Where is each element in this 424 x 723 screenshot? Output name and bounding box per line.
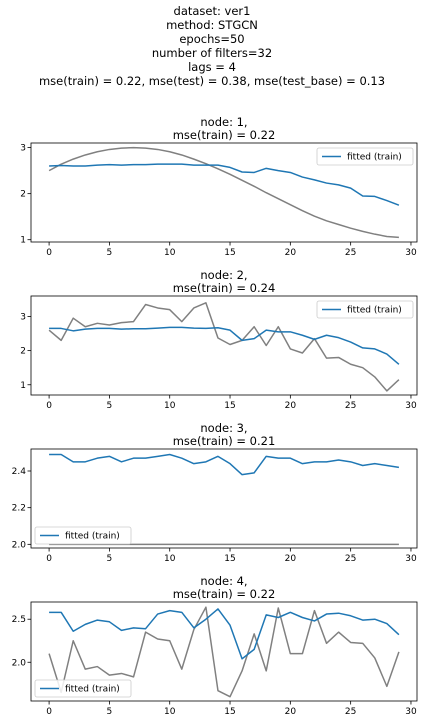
- subplot-title-mse: mse(train) = 0.22: [173, 128, 276, 142]
- y-tick-label: 1: [20, 381, 26, 391]
- x-tick-label: 20: [285, 554, 297, 564]
- x-tick-label: 5: [107, 707, 113, 717]
- y-tick-label: 2.0: [12, 658, 27, 668]
- legend: fitted (train): [34, 679, 132, 698]
- x-tick-label: 15: [224, 707, 235, 717]
- x-tick-label: 5: [107, 554, 113, 564]
- x-tick-label: 10: [164, 554, 176, 564]
- x-tick-label: 25: [345, 554, 356, 564]
- subplot-title-node: node: 1,: [200, 115, 247, 129]
- subplot-title-mse: mse(train) = 0.24: [173, 281, 276, 295]
- y-tick-label: 2.2: [12, 504, 26, 514]
- legend: fitted (train): [34, 526, 132, 545]
- x-tick-label: 30: [405, 248, 417, 258]
- subplot-title-node: node: 2,: [200, 268, 247, 282]
- y-tick-label: 1: [20, 236, 26, 246]
- axes-frame: [30, 601, 418, 702]
- actual-line: [48, 606, 400, 698]
- y-tick-label: 2.5: [12, 615, 26, 625]
- x-tick-label: 20: [285, 248, 297, 258]
- x-tick-label: 0: [46, 707, 52, 717]
- x-tick-label: 25: [345, 248, 356, 258]
- x-tick-label: 20: [285, 401, 297, 411]
- figure-header: dataset: ver1 method: STGCN epochs=50 nu…: [0, 4, 424, 88]
- axes-frame: [30, 448, 418, 549]
- subplot-title-mse: mse(train) = 0.21: [173, 434, 276, 448]
- x-tick-label: 30: [405, 707, 417, 717]
- fitted-train-line: [49, 453, 400, 476]
- x-tick-label: 0: [46, 248, 52, 258]
- x-tick-label: 10: [164, 401, 176, 411]
- subplot-title-node: node: 4,: [200, 574, 247, 588]
- y-tick-label: 3: [20, 144, 26, 154]
- actual-line: [48, 302, 400, 392]
- y-tick-label: 2: [20, 347, 26, 357]
- y-tick-label: 2: [20, 190, 26, 200]
- subplot-node-2: node: 2,mse(train) = 0.24 0 5 10 15 20 25 30 1 2 3…: [20, 268, 418, 411]
- x-tick-label: 15: [224, 554, 235, 564]
- legend-label-fitted: fitted (train): [65, 685, 120, 695]
- x-tick-label: 30: [405, 401, 417, 411]
- axes-frame: [30, 295, 418, 396]
- legend-box: [316, 147, 414, 166]
- lags-label: lags = 4: [188, 60, 236, 74]
- y-tick-label: 2.4: [12, 467, 27, 477]
- dataset-label: dataset: ver1: [173, 4, 251, 18]
- legend-box: [34, 526, 132, 545]
- legend: fitted (train): [316, 300, 414, 319]
- fitted-train-line: [49, 326, 400, 365]
- x-tick-label: 10: [164, 248, 176, 258]
- x-tick-label: 25: [345, 401, 356, 411]
- subplot-node-4: node: 4,mse(train) = 0.22 0 5 10 15 20 25 30 2.0…: [12, 574, 418, 717]
- x-tick-label: 5: [107, 401, 113, 411]
- legend-label-fitted: fitted (train): [65, 532, 120, 542]
- x-tick-label: 20: [285, 707, 297, 717]
- y-tick-label: 3: [20, 312, 26, 322]
- x-tick-label: 15: [224, 401, 235, 411]
- y-tick-label: 2.0: [12, 540, 27, 550]
- mse-summary-label: mse(train) = 0.22, mse(test) = 0.38, mse…: [38, 74, 386, 88]
- fitted-train-line: [49, 608, 400, 660]
- x-tick-label: 5: [107, 248, 113, 258]
- actual-line: [48, 146, 399, 239]
- x-tick-label: 10: [164, 707, 176, 717]
- subplot-title-node: node: 3,: [200, 421, 247, 435]
- legend-label-fitted: fitted (train): [347, 153, 402, 163]
- x-tick-label: 0: [46, 554, 52, 564]
- filters-label: number of filters=32: [151, 46, 273, 60]
- method-label: method: STGCN: [166, 18, 258, 32]
- fitted-train-line: [49, 163, 400, 206]
- subplot-node-3: node: 3,mse(train) = 0.21 0 5 10 15 20 25 30 2.0…: [12, 421, 418, 564]
- subplot-node-1: node: 1,mse(train) = 0.22 0 5 10 15 20 25 30 1 2 3…: [20, 115, 418, 258]
- legend-box: [34, 679, 132, 698]
- axes-frame: [30, 142, 418, 243]
- x-tick-label: 15: [224, 248, 235, 258]
- epochs-label: epochs=50: [179, 32, 245, 46]
- legend-label-fitted: fitted (train): [347, 306, 402, 316]
- subplot-title-mse: mse(train) = 0.22: [173, 587, 276, 601]
- legend: fitted (train): [316, 147, 414, 166]
- x-tick-label: 25: [345, 707, 356, 717]
- legend-box: [316, 300, 414, 319]
- x-tick-label: 30: [405, 554, 417, 564]
- x-tick-label: 0: [46, 401, 52, 411]
